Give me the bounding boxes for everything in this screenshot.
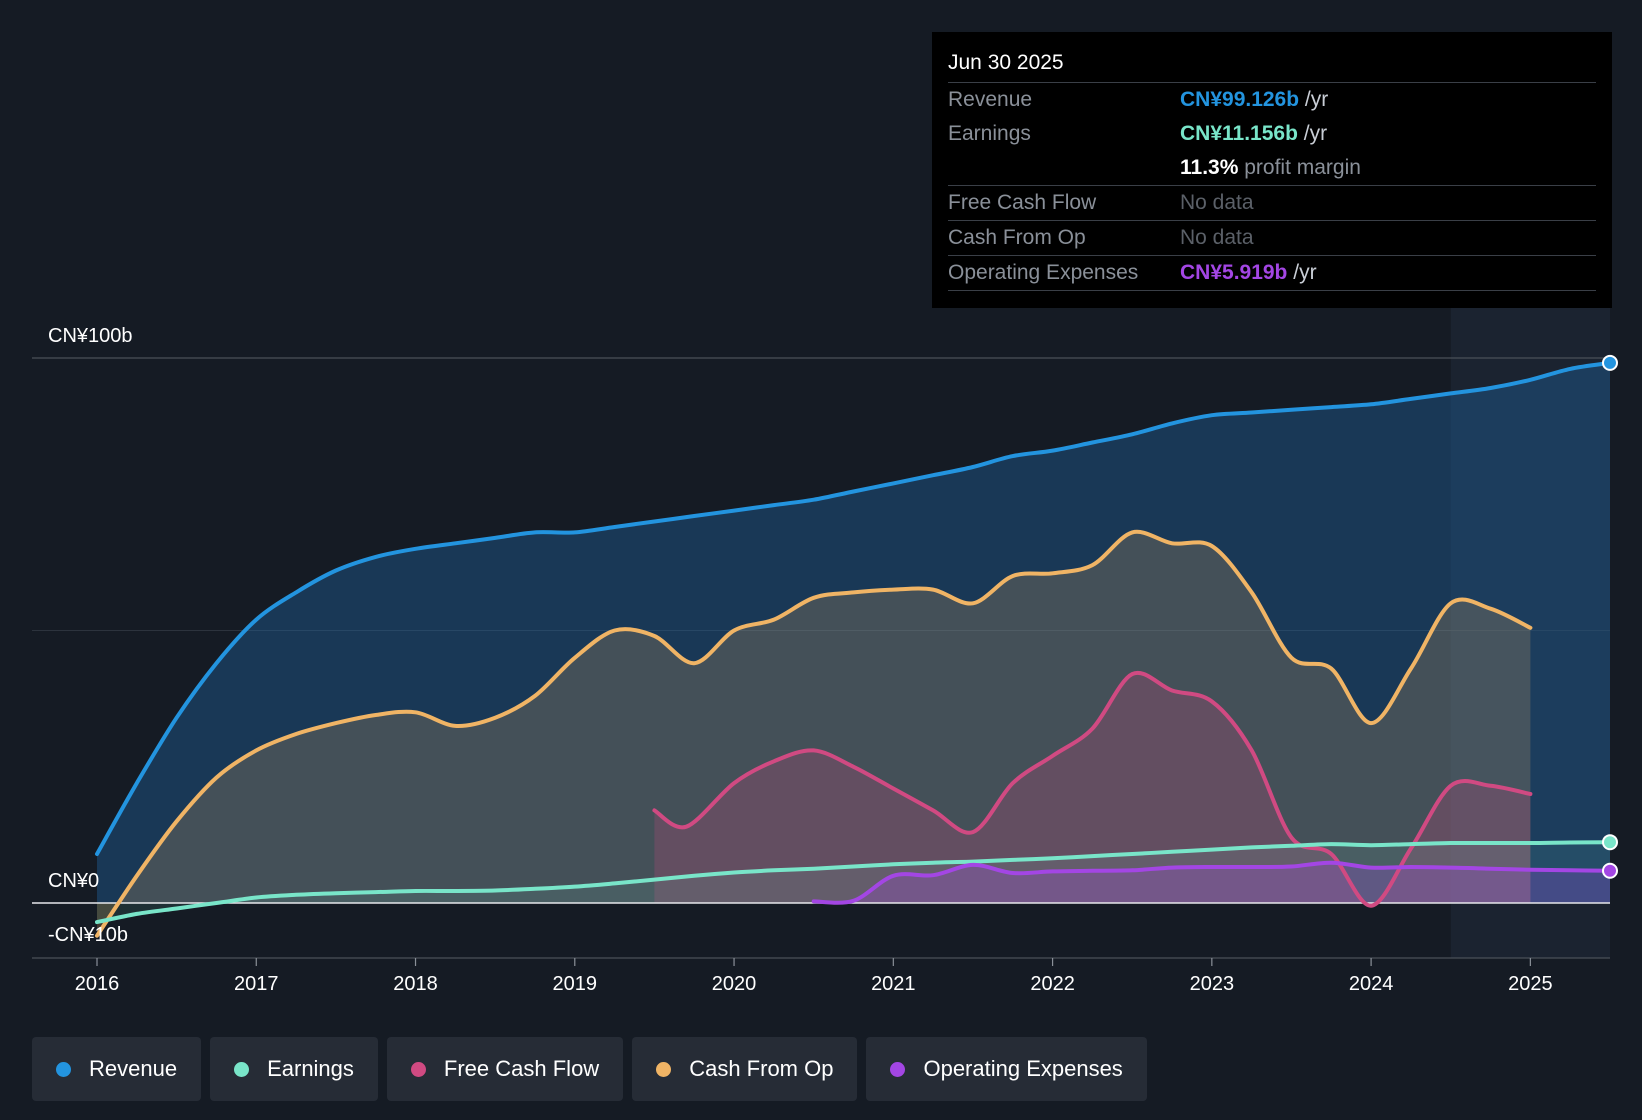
tooltip-row-cfo: Cash From Op No data xyxy=(948,221,1596,256)
x-tick-label: 2019 xyxy=(553,973,598,995)
y-tick-label: CN¥100b xyxy=(48,325,133,347)
tooltip-margin-value: 11.3% xyxy=(1180,156,1239,179)
tooltip-unit-earnings: /yr xyxy=(1303,122,1328,145)
tooltip-value-revenue: CN¥99.126b xyxy=(1180,88,1300,111)
y-tick-label: CN¥0 xyxy=(48,870,99,892)
x-tick-label: 2020 xyxy=(712,973,757,995)
legend-label: Operating Expenses xyxy=(923,1056,1123,1081)
end-markers xyxy=(1602,354,1618,879)
tooltip-row-opex: Operating Expenses CN¥5.919b /yr xyxy=(948,256,1596,291)
series-areas xyxy=(32,362,1610,936)
x-tick-label: 2025 xyxy=(1508,973,1553,995)
area-cash-from-op xyxy=(97,531,1531,936)
area-operating-expenses xyxy=(813,862,1610,903)
tooltip-unit-revenue: /yr xyxy=(1304,88,1329,111)
line-earnings xyxy=(95,840,1612,925)
tooltip-label-cfo: Cash From Op xyxy=(948,226,1086,249)
legend-item-operating-expenses[interactable]: Operating Expenses xyxy=(866,1037,1147,1101)
legend-dot-icon xyxy=(656,1061,672,1077)
legend-dot-icon xyxy=(56,1061,71,1077)
x-tick-label: 2017 xyxy=(234,973,279,995)
tooltip-value-opex: CN¥5.919b xyxy=(1180,261,1288,284)
end-marker-revenue xyxy=(1602,354,1618,371)
x-tick-label: 2024 xyxy=(1349,973,1394,995)
legend-label: Free Cash Flow xyxy=(443,1056,600,1081)
tooltip-row-earnings: Earnings CN¥11.156b /yr xyxy=(948,117,1596,151)
axes: 2016 2017 2018 2019 2020 2021 2022 2023 2024 2025… xyxy=(32,325,1610,995)
tooltip-label-revenue: Revenue xyxy=(948,88,1033,111)
legend-item-earnings[interactable]: Earnings xyxy=(210,1037,378,1101)
legend-item-revenue[interactable]: Revenue xyxy=(32,1037,202,1101)
tooltip-margin-text: profit margin xyxy=(1244,156,1361,179)
x-tick-label: 2023 xyxy=(1190,973,1235,995)
tooltip-date: Jun 30 2025 xyxy=(948,46,1596,83)
legend-dot-icon xyxy=(234,1061,250,1077)
line-cash-from-op xyxy=(95,529,1533,938)
tooltip-row-margin: 11.3% profit margin xyxy=(948,151,1596,186)
end-marker-earnings xyxy=(1602,834,1618,851)
tooltip-row-fcf: Free Cash Flow No data xyxy=(948,186,1596,221)
legend-label: Cash From Op xyxy=(689,1056,834,1081)
x-tick-label: 2021 xyxy=(871,973,916,995)
x-tick-label: 2022 xyxy=(1030,973,1075,995)
legend-dot-icon xyxy=(890,1061,906,1077)
tooltip-panel: Jun 30 2025 Revenue CN¥99.126b /yr Earni… xyxy=(932,32,1612,308)
legend-label: Earnings xyxy=(267,1056,354,1081)
tooltip-value-fcf: No data xyxy=(1180,191,1254,214)
area-revenue xyxy=(97,362,1610,903)
legend-dot-icon xyxy=(410,1061,426,1077)
end-marker-operating-expenses xyxy=(1602,862,1618,879)
legend-label: Revenue xyxy=(89,1056,178,1081)
tooltip-value-earnings: CN¥11.156b xyxy=(1180,122,1298,145)
series-lines xyxy=(95,360,1612,938)
line-free-cash-flow xyxy=(652,670,1533,908)
tooltip-label-fcf: Free Cash Flow xyxy=(948,191,1097,214)
y-tick-label: -CN¥10b xyxy=(48,924,128,946)
legend: Revenue Earnings Free Cash Flow Cash Fro… xyxy=(32,1037,1147,1101)
tooltip-row-revenue: Revenue CN¥99.126b /yr xyxy=(948,83,1596,117)
area-earnings xyxy=(97,842,1610,923)
x-tick-label: 2016 xyxy=(75,973,120,995)
legend-item-cash-from-op[interactable]: Cash From Op xyxy=(632,1037,858,1101)
area-free-cash-flow xyxy=(654,672,1531,906)
tooltip-label-opex: Operating Expenses xyxy=(948,261,1139,284)
x-tick-label: 2018 xyxy=(393,973,438,995)
tooltip-label-earnings: Earnings xyxy=(948,122,1031,145)
tooltip-value-cfo: No data xyxy=(1180,226,1254,249)
line-operating-expenses xyxy=(811,860,1612,905)
legend-item-free-cash-flow[interactable]: Free Cash Flow xyxy=(386,1037,624,1101)
gridlines xyxy=(32,357,1610,631)
tooltip-unit-opex: /yr xyxy=(1293,261,1317,284)
line-revenue xyxy=(95,360,1612,856)
